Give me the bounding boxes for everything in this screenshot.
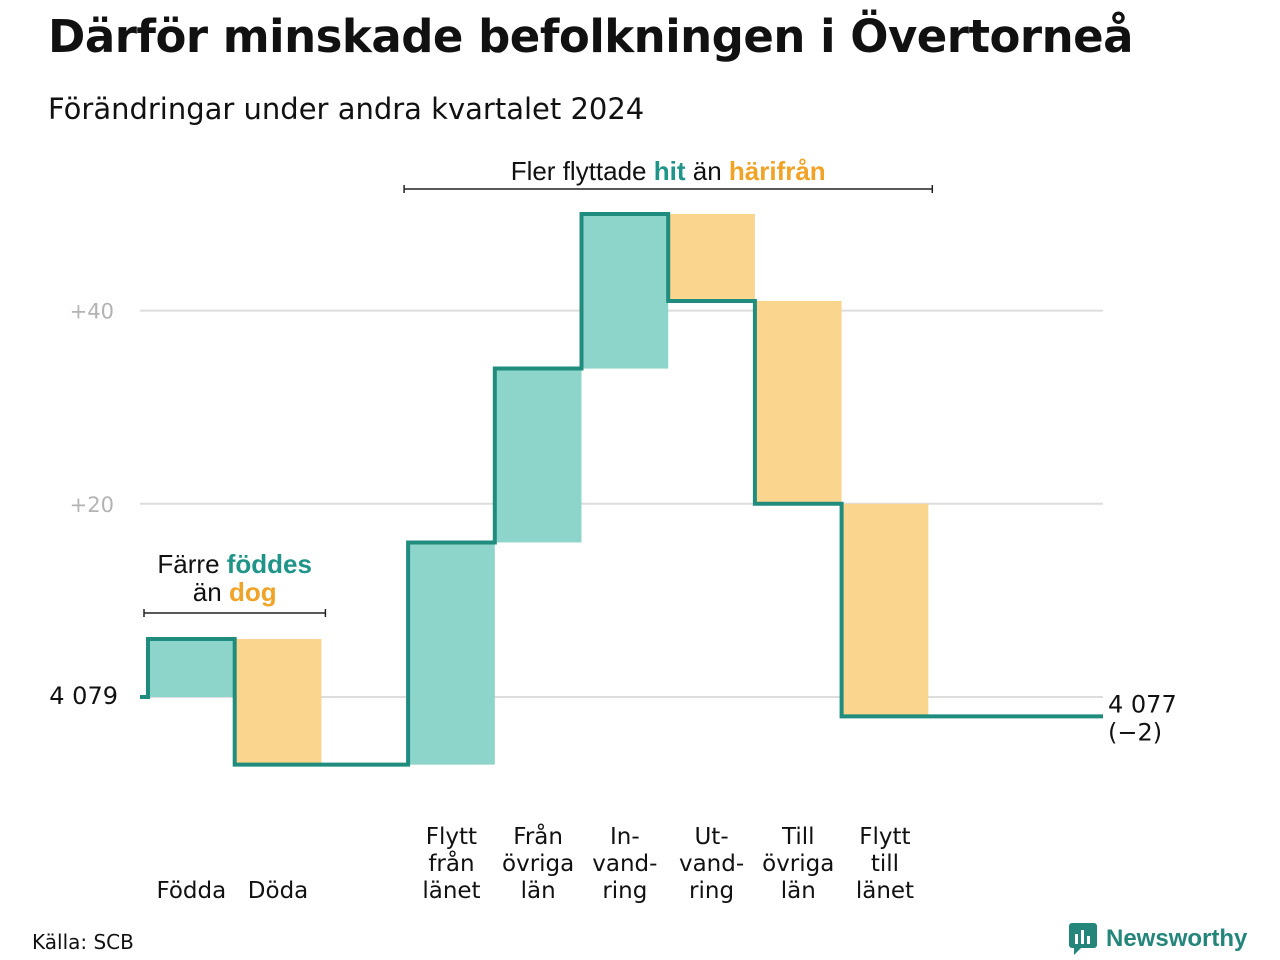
category-label: In-	[610, 824, 640, 850]
category-label: från	[428, 849, 474, 877]
category-label: Födda	[156, 878, 226, 904]
category-label: övriga	[762, 851, 834, 877]
annotation-text-part: än	[193, 577, 229, 607]
annotation-text-part: härifrån	[729, 156, 826, 186]
annotation-text: än dog	[193, 577, 277, 607]
category-label: Flytt	[426, 824, 477, 850]
annotation-text-part: hit	[654, 156, 686, 186]
category-label: till	[871, 851, 899, 877]
waterfall-bar	[494, 368, 582, 543]
category-label: Till	[781, 824, 815, 850]
category-label: Döda	[248, 878, 308, 904]
category-label: Flytt	[859, 824, 910, 850]
chart-title: Därför minskade befolkningen i Övertorne…	[48, 10, 1134, 63]
category-label: vand-	[679, 851, 744, 877]
waterfall-bar	[841, 503, 929, 717]
start-value-label: 4 079	[49, 682, 118, 710]
category-label: län	[781, 878, 816, 904]
annotation-text: Fler flyttade hit än härifrån	[511, 156, 826, 186]
waterfall-bar	[581, 214, 669, 369]
newsworthy-logo-text: Newsworthy	[1106, 925, 1248, 952]
annotation-text-part: dog	[229, 577, 277, 607]
annotation-text-part: Fler flyttade	[511, 156, 654, 186]
annotation-text-part: än	[686, 156, 729, 186]
end-value-label: 4 077	[1108, 690, 1177, 718]
waterfall-bar	[408, 542, 495, 765]
source-note: Källa: SCB	[32, 930, 134, 954]
waterfall-bar	[754, 300, 842, 504]
newsworthy-logo: Newsworthy	[1068, 922, 1247, 956]
annotation-text: Färre föddes	[157, 549, 312, 579]
chart-subtitle: Förändringar under andra kvartalet 2024	[48, 92, 645, 126]
category-label: övriga	[502, 851, 574, 877]
category-label: ring	[602, 878, 647, 904]
category-label: länet	[856, 878, 914, 904]
category-label: ring	[689, 878, 734, 904]
y-tick-label: +20	[70, 493, 114, 517]
category-label: vand-	[592, 851, 657, 877]
category-label: Ut-	[694, 824, 728, 850]
waterfall-bar	[148, 639, 235, 697]
category-label: Från	[513, 822, 563, 850]
annotation-text-part: Färre	[157, 549, 226, 579]
waterfall-bar	[234, 639, 322, 765]
newsworthy-logo-icon	[1069, 923, 1097, 955]
y-tick-label: +40	[70, 300, 114, 324]
annotation-text-part: föddes	[227, 549, 312, 579]
waterfall-bar	[668, 214, 755, 301]
end-change-label: (−2)	[1108, 718, 1162, 746]
cumulative-step-line	[140, 212, 1103, 767]
category-label: län	[521, 878, 556, 904]
category-label: länet	[422, 878, 480, 904]
